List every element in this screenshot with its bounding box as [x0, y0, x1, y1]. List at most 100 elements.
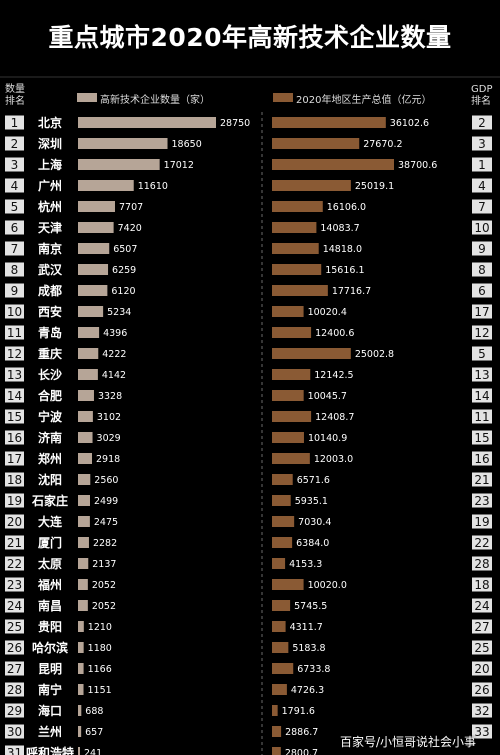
- rank-left-label: 1: [11, 116, 19, 130]
- enterprise-value-label: 18650: [172, 139, 202, 150]
- gdp-value-label: 4726.3: [291, 685, 324, 696]
- rank-left-label: 2: [11, 137, 19, 151]
- rank-left-label: 7: [11, 242, 19, 256]
- rank-left-box: [5, 262, 24, 277]
- enterprise-bar: [78, 474, 91, 485]
- gdp-bar: [272, 390, 304, 401]
- rank-right-box: [472, 136, 492, 151]
- enterprise-value-label: 6259: [112, 265, 136, 276]
- rank-left-box: [5, 745, 24, 755]
- enterprise-value-label: 17012: [164, 160, 194, 171]
- rank-right-label: 16: [474, 452, 489, 466]
- gdp-value-label: 27670.2: [363, 139, 402, 150]
- city-label: 合肥: [38, 388, 62, 403]
- rank-right-header-line2: 排名: [471, 96, 491, 107]
- gdp-bar: [272, 474, 293, 485]
- rank-right-box: [472, 388, 492, 403]
- rank-right-label: 6: [478, 284, 486, 298]
- enterprise-bar: [78, 621, 84, 632]
- gdp-bar: [272, 747, 281, 755]
- rank-right-header: GDP 排名: [471, 84, 492, 108]
- enterprise-bar: [78, 537, 89, 548]
- rank-right-box: [472, 724, 492, 739]
- gdp-bar: [272, 642, 289, 653]
- gdp-bar: [272, 663, 294, 674]
- rank-right-box: [472, 283, 492, 298]
- rank-left-box: [5, 682, 24, 697]
- city-label: 沈阳: [38, 472, 62, 487]
- enterprise-bar: [78, 327, 100, 338]
- enterprise-value-label: 1151: [88, 685, 112, 696]
- rank-right-label: 15: [474, 431, 489, 445]
- gdp-bar: [272, 705, 278, 716]
- city-label: 南宁: [38, 682, 62, 697]
- gdp-value-label: 2800.7: [285, 748, 318, 755]
- enterprise-value-label: 657: [85, 727, 103, 738]
- rank-left-box: [5, 115, 24, 130]
- gdp-value-label: 7030.4: [298, 517, 331, 528]
- rank-left-box: [5, 241, 24, 256]
- rank-left-box: [5, 157, 24, 172]
- rank-left-box: [5, 304, 24, 319]
- rank-left-box: [5, 535, 24, 550]
- gdp-value-label: 12400.6: [315, 328, 354, 339]
- rank-right-label: 23: [474, 494, 489, 508]
- gdp-value-label: 16106.0: [327, 202, 366, 213]
- rank-right-label: 25: [474, 641, 489, 655]
- city-label: 青岛: [38, 325, 62, 340]
- gdp-value-label: 15616.1: [325, 265, 364, 276]
- city-label: 哈尔滨: [32, 640, 68, 655]
- gdp-value-label: 5935.1: [295, 496, 328, 507]
- city-label: 广州: [38, 178, 62, 193]
- rank-right-box: [472, 367, 492, 382]
- rank-right-label: 32: [474, 704, 489, 718]
- rank-left-label: 25: [7, 620, 22, 634]
- gdp-bar: [272, 117, 386, 128]
- enterprise-value-label: 7420: [118, 223, 142, 234]
- gdp-bar: [272, 348, 351, 359]
- rank-left-box: [5, 178, 24, 193]
- gdp-bar: [272, 726, 282, 737]
- rank-left-box: [5, 136, 24, 151]
- legend-label-gdp: 2020年地区生产总值（亿元）: [296, 95, 432, 106]
- rank-right-label: 33: [474, 725, 489, 739]
- rank-left-label: 19: [7, 494, 22, 508]
- rank-left-label: 23: [7, 578, 22, 592]
- gdp-bar: [272, 327, 312, 338]
- city-label: 大连: [38, 514, 63, 529]
- gdp-value-label: 17716.7: [332, 286, 371, 297]
- enterprise-value-label: 2499: [94, 496, 118, 507]
- rank-left-label: 14: [7, 389, 22, 403]
- rank-left-box: [5, 451, 24, 466]
- enterprise-bar: [78, 243, 110, 254]
- enterprise-value-label: 4222: [102, 349, 126, 360]
- title-bar: 重点城市2020年高新技术企业数量: [0, 0, 500, 78]
- rank-left-box: [5, 661, 24, 676]
- enterprise-value-label: 3029: [97, 433, 121, 444]
- enterprise-bar: [78, 558, 89, 569]
- rank-left-label: 30: [7, 725, 22, 739]
- enterprise-bar: [78, 432, 93, 443]
- rank-left-label: 24: [7, 599, 22, 613]
- enterprise-bar: [78, 663, 84, 674]
- city-label: 武汉: [38, 262, 63, 277]
- city-label: 南京: [38, 241, 62, 256]
- gdp-bar: [272, 222, 317, 233]
- city-label: 上海: [38, 157, 62, 172]
- chart-title: 重点城市2020年高新技术企业数量: [48, 23, 452, 52]
- gdp-value-label: 25019.1: [355, 181, 394, 192]
- rank-right-box: [472, 241, 492, 256]
- rank-right-box: [472, 178, 492, 193]
- gdp-bar: [272, 684, 287, 695]
- enterprise-value-label: 2918: [96, 454, 120, 465]
- enterprise-value-label: 2282: [93, 538, 117, 549]
- enterprise-bar: [78, 684, 84, 695]
- rank-left-box: [5, 346, 24, 361]
- city-label: 昆明: [38, 662, 62, 676]
- gdp-value-label: 5183.8: [292, 643, 325, 654]
- enterprise-value-label: 2052: [92, 601, 116, 612]
- rank-right-box: [472, 451, 492, 466]
- enterprise-bar: [78, 747, 80, 755]
- rank-right-label: 22: [474, 536, 489, 550]
- city-label: 呼和浩特: [26, 745, 74, 755]
